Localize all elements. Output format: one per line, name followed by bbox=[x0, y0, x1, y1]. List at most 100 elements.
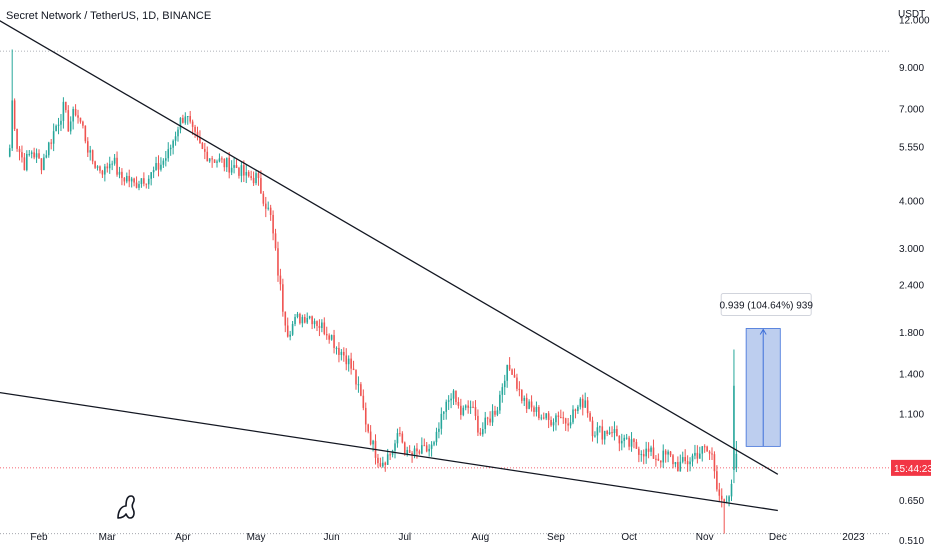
candle-body bbox=[577, 406, 579, 411]
breakout-candle-body bbox=[733, 385, 735, 470]
currency-label: USDT bbox=[898, 9, 925, 20]
candle-body bbox=[189, 116, 191, 122]
candle-body bbox=[728, 496, 730, 502]
candle-body bbox=[230, 167, 233, 173]
candle-body bbox=[272, 214, 274, 234]
candle-body bbox=[435, 431, 438, 443]
candle-body bbox=[645, 448, 647, 457]
candle-body bbox=[347, 358, 350, 365]
candle-body bbox=[194, 126, 196, 132]
candle-body bbox=[174, 136, 177, 141]
candle-body bbox=[716, 471, 718, 490]
candle-body bbox=[589, 413, 591, 421]
candle-body bbox=[696, 452, 699, 459]
measure-tool[interactable]: 0.939 (104.64%) 939 bbox=[720, 293, 814, 447]
candle-body bbox=[282, 284, 284, 312]
candle-body bbox=[296, 313, 299, 317]
trendlines[interactable] bbox=[0, 19, 779, 512]
candle-body bbox=[511, 369, 513, 375]
candle-body bbox=[518, 388, 521, 390]
candle-body bbox=[208, 158, 211, 162]
candle-body bbox=[528, 401, 530, 409]
y-tick-label: 3.000 bbox=[899, 244, 924, 255]
candle-body bbox=[562, 417, 565, 419]
candle-body bbox=[552, 422, 555, 426]
candle-body bbox=[452, 390, 455, 399]
candle-body bbox=[26, 153, 28, 171]
candle-body bbox=[460, 405, 462, 415]
candle-body bbox=[628, 437, 630, 447]
candle-body bbox=[143, 178, 145, 184]
candle-body bbox=[472, 406, 474, 408]
upper-trendline[interactable] bbox=[0, 19, 779, 475]
candle-body bbox=[99, 166, 101, 171]
y-tick-label: 12.000 bbox=[899, 15, 930, 26]
candle-body bbox=[730, 483, 733, 497]
candle-body bbox=[128, 175, 131, 182]
x-tick-label: Nov bbox=[696, 532, 714, 543]
candle-body bbox=[318, 325, 321, 329]
candle-body bbox=[316, 321, 318, 326]
candle-body bbox=[611, 432, 613, 434]
candle-body bbox=[521, 389, 523, 401]
candle-body bbox=[50, 142, 53, 144]
candle-body bbox=[243, 165, 245, 176]
candle-body bbox=[591, 420, 594, 437]
candle-body bbox=[642, 454, 645, 457]
candle-body bbox=[701, 446, 704, 454]
y-tick-label: 4.000 bbox=[899, 197, 924, 208]
candle-body bbox=[184, 116, 187, 123]
candle-body bbox=[625, 437, 628, 439]
candle-body bbox=[213, 159, 216, 163]
candle-body bbox=[235, 165, 238, 168]
candle-body bbox=[455, 390, 457, 402]
candle-body bbox=[396, 433, 399, 444]
candle-body bbox=[523, 397, 526, 401]
candle-body bbox=[650, 447, 652, 452]
candle-body bbox=[94, 161, 96, 168]
candle-body bbox=[464, 405, 467, 408]
candle-body bbox=[394, 443, 396, 451]
candle-body bbox=[160, 164, 162, 170]
candle-body bbox=[664, 450, 667, 455]
candle-body bbox=[308, 316, 311, 319]
candle-body bbox=[179, 117, 182, 130]
lower-trendline[interactable] bbox=[0, 391, 778, 512]
candle-body bbox=[430, 444, 433, 449]
candle-body bbox=[725, 501, 728, 503]
y-tick-label: 9.000 bbox=[899, 63, 924, 74]
candle-body bbox=[303, 316, 306, 323]
candle-body bbox=[674, 462, 677, 465]
candle-body bbox=[689, 461, 691, 465]
measure-label: 0.939 (104.64%) 939 bbox=[720, 301, 814, 312]
tradingview-logo-icon[interactable] bbox=[117, 495, 135, 519]
candle-body bbox=[162, 160, 165, 165]
candle-body bbox=[11, 100, 13, 149]
candle-body bbox=[416, 448, 418, 452]
candle-body bbox=[694, 452, 696, 456]
candle-body bbox=[362, 395, 365, 408]
candle-body bbox=[557, 415, 560, 418]
candle-body bbox=[620, 440, 623, 444]
candle-body bbox=[581, 398, 584, 408]
candle-body bbox=[35, 153, 38, 158]
candle-body bbox=[135, 182, 138, 188]
candle-body bbox=[301, 316, 304, 324]
candle-body bbox=[169, 147, 172, 150]
candle-body bbox=[638, 448, 640, 455]
candle-body bbox=[186, 116, 189, 118]
candle-body bbox=[333, 335, 335, 348]
candle-body bbox=[491, 410, 494, 423]
candle-body bbox=[382, 462, 384, 467]
candle-body bbox=[445, 401, 448, 412]
candle-body bbox=[306, 318, 309, 323]
candle-body bbox=[264, 203, 267, 209]
candle-body bbox=[157, 163, 160, 170]
y-tick-label: 1.800 bbox=[899, 328, 924, 339]
candle-body bbox=[703, 446, 706, 448]
candle-body bbox=[238, 167, 240, 176]
x-tick-label: Aug bbox=[471, 532, 489, 543]
candle-body bbox=[67, 110, 70, 132]
candle-body bbox=[708, 451, 711, 454]
